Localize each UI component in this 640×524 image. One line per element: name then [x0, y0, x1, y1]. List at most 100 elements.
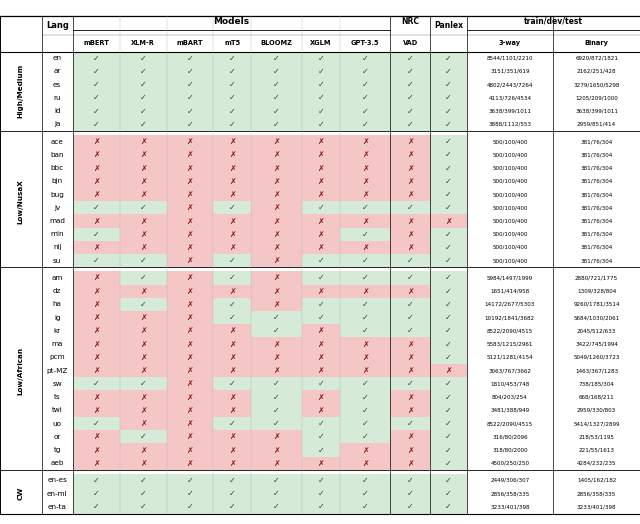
Bar — [120, 227, 166, 241]
Text: ✗: ✗ — [362, 190, 369, 199]
Bar — [213, 417, 252, 430]
Bar — [120, 430, 166, 443]
Text: ✗: ✗ — [273, 300, 280, 309]
Text: 2856/358/335: 2856/358/335 — [577, 491, 616, 496]
Bar — [120, 377, 166, 390]
Text: 381/76/304: 381/76/304 — [580, 192, 612, 197]
Text: ✓: ✓ — [445, 120, 452, 129]
Text: ✓: ✓ — [362, 489, 369, 498]
Text: bug: bug — [51, 191, 64, 198]
Bar — [430, 148, 467, 161]
Text: ✗: ✗ — [186, 287, 193, 296]
Text: ✗: ✗ — [273, 256, 280, 265]
Text: ✗: ✗ — [229, 163, 236, 172]
Text: ✓: ✓ — [445, 300, 452, 309]
Bar — [166, 241, 213, 254]
Bar — [302, 487, 340, 500]
Bar — [390, 161, 430, 174]
Text: 3-way: 3-way — [499, 40, 521, 47]
Text: ✓: ✓ — [362, 326, 369, 335]
Text: ✗: ✗ — [407, 216, 413, 225]
Bar — [166, 135, 213, 148]
Text: ✓: ✓ — [445, 476, 452, 485]
Text: ✗: ✗ — [186, 243, 193, 252]
Text: ✓: ✓ — [362, 203, 369, 212]
Text: ✓: ✓ — [317, 106, 324, 116]
Bar — [302, 271, 340, 285]
Text: ✓: ✓ — [445, 190, 452, 199]
Bar — [390, 227, 430, 241]
Text: ✗: ✗ — [93, 353, 100, 362]
Text: ✗: ✗ — [229, 340, 236, 348]
Bar — [166, 403, 213, 417]
Text: ✓: ✓ — [140, 432, 147, 441]
Bar — [252, 351, 302, 364]
Bar — [213, 227, 252, 241]
Text: ✗: ✗ — [317, 137, 324, 146]
Text: ✓: ✓ — [273, 476, 280, 485]
Text: ✗: ✗ — [273, 216, 280, 225]
Text: ✓: ✓ — [140, 53, 147, 63]
Bar — [213, 254, 252, 267]
Bar — [340, 227, 390, 241]
Text: ✗: ✗ — [93, 326, 100, 335]
Text: ✓: ✓ — [186, 67, 193, 76]
Text: ✗: ✗ — [140, 287, 147, 296]
Text: BLOOMZ: BLOOMZ — [260, 40, 292, 47]
Bar — [166, 487, 213, 500]
Text: ✗: ✗ — [140, 230, 147, 239]
Text: ✗: ✗ — [140, 419, 147, 428]
Text: ✓: ✓ — [317, 80, 324, 89]
Text: ✗: ✗ — [140, 216, 147, 225]
Bar — [213, 104, 252, 118]
Text: ✓: ✓ — [273, 392, 280, 401]
Bar — [120, 351, 166, 364]
Bar — [73, 285, 120, 298]
Text: ✓: ✓ — [362, 379, 369, 388]
Text: ✗: ✗ — [407, 150, 413, 159]
Bar — [213, 161, 252, 174]
Bar — [120, 161, 166, 174]
Text: ban: ban — [51, 152, 64, 158]
Text: ✓: ✓ — [140, 67, 147, 76]
Text: ✗: ✗ — [317, 243, 324, 252]
Text: ✗: ✗ — [140, 445, 147, 454]
Text: 318/80/2000: 318/80/2000 — [492, 447, 528, 453]
Text: ✓: ✓ — [229, 93, 236, 102]
Text: 5414/1327/2899: 5414/1327/2899 — [573, 421, 620, 426]
Bar — [73, 254, 120, 267]
Text: 668/168/211: 668/168/211 — [579, 395, 614, 399]
Bar — [390, 188, 430, 201]
Bar — [213, 65, 252, 78]
Text: ✓: ✓ — [445, 203, 452, 212]
Bar — [166, 298, 213, 311]
Text: 3063/767/3662: 3063/767/3662 — [488, 368, 531, 373]
Text: ✓: ✓ — [407, 53, 413, 63]
Text: pcm: pcm — [49, 354, 65, 361]
Text: ✓: ✓ — [273, 53, 280, 63]
Bar — [302, 285, 340, 298]
Bar — [73, 500, 120, 514]
Bar — [252, 364, 302, 377]
Bar — [302, 417, 340, 430]
Bar — [213, 135, 252, 148]
Text: 3888/1112/553: 3888/1112/553 — [488, 122, 531, 127]
Text: ✗: ✗ — [407, 137, 413, 146]
Bar — [252, 324, 302, 337]
Text: twi: twi — [52, 407, 63, 413]
Bar — [73, 118, 120, 131]
Text: 500/100/400: 500/100/400 — [492, 152, 527, 157]
Text: ✓: ✓ — [140, 93, 147, 102]
Bar — [73, 403, 120, 417]
Text: ✗: ✗ — [186, 137, 193, 146]
Bar — [252, 161, 302, 174]
Text: ✗: ✗ — [186, 432, 193, 441]
Text: 500/100/400: 500/100/400 — [492, 205, 527, 210]
Bar — [120, 443, 166, 456]
Text: ✓: ✓ — [362, 53, 369, 63]
Text: 14172/2677/5303: 14172/2677/5303 — [484, 302, 535, 307]
Text: ✓: ✓ — [362, 120, 369, 129]
Bar — [166, 254, 213, 267]
Bar — [390, 337, 430, 351]
Text: 500/100/400: 500/100/400 — [492, 258, 527, 263]
